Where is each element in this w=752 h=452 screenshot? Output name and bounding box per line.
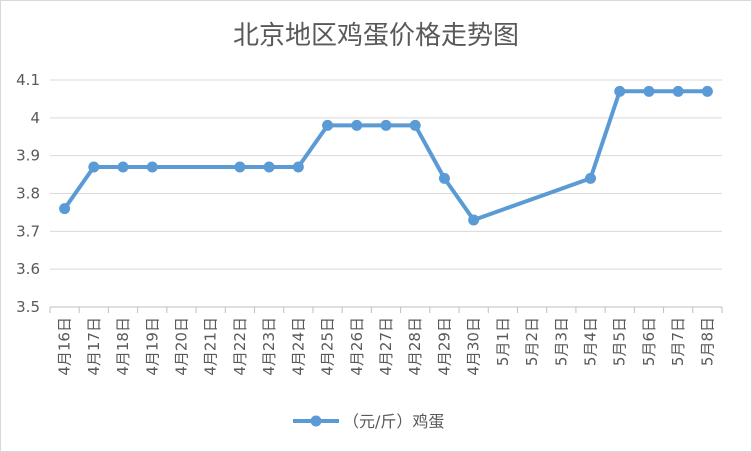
x-axis: 4月16日 4月17日 4月18日 4月19日 4月20日 4月21日 4月22日 4月23日… — [49, 306, 723, 376]
x-tick-label: 4月16日 — [56, 317, 74, 376]
y-tick-label: 3.8 — [16, 185, 40, 203]
y-tick-label: 4.1 — [16, 71, 40, 89]
data-point — [292, 161, 304, 173]
x-tick-label: 4月23日 — [260, 317, 278, 376]
x-tick-label: 5月3日 — [552, 317, 570, 366]
legend-label: （元/斤）鸡蛋 — [343, 412, 444, 431]
data-point — [438, 172, 450, 184]
data-point — [117, 161, 129, 173]
data-point — [146, 161, 158, 173]
gridlines — [50, 79, 722, 308]
x-tick-label: 4月27日 — [377, 317, 395, 376]
x-tick-label: 4月22日 — [231, 317, 249, 376]
x-tick-label: 4月28日 — [406, 317, 424, 376]
data-point — [59, 203, 71, 215]
data-point — [672, 85, 684, 97]
data-point — [322, 119, 334, 131]
data-point — [88, 161, 100, 173]
series-layer — [59, 85, 713, 226]
legend: （元/斤）鸡蛋 — [293, 412, 444, 431]
legend-marker — [310, 415, 322, 427]
x-tick-label: 4月19日 — [143, 317, 161, 376]
x-tick-label: 4月17日 — [85, 317, 103, 376]
data-point — [263, 161, 275, 173]
y-tick-label: 3.5 — [16, 298, 40, 316]
y-tick-label: 4 — [30, 109, 40, 127]
x-tick-label: 4月26日 — [348, 317, 366, 376]
x-tick-label: 5月5日 — [611, 317, 629, 366]
data-point — [409, 119, 421, 131]
data-point — [380, 119, 392, 131]
data-point — [351, 119, 363, 131]
x-tick-label: 5月6日 — [640, 317, 658, 366]
y-tick-label: 3.7 — [16, 222, 40, 240]
x-tick-label: 4月30日 — [465, 317, 483, 376]
y-tick-label: 3.9 — [16, 147, 40, 165]
chart-title: 北京地区鸡蛋价格走势图 — [233, 21, 519, 51]
x-tick-label: 4月25日 — [319, 317, 337, 376]
y-axis-ticks: 3.5 3.6 3.7 3.8 3.9 4 4.1 — [16, 71, 40, 316]
x-tick-label: 5月4日 — [582, 317, 600, 366]
x-tick-label: 5月8日 — [698, 317, 716, 366]
x-tick-label: 4月21日 — [202, 317, 220, 376]
x-tick-label: 5月1日 — [494, 317, 512, 366]
data-point — [643, 85, 655, 97]
y-tick-label: 3.6 — [16, 260, 40, 278]
data-point — [468, 214, 480, 226]
x-tick-label: 4月20日 — [172, 317, 190, 376]
data-point — [614, 85, 626, 97]
x-tick-label: 4月29日 — [435, 317, 453, 376]
x-tick-label: 4月24日 — [289, 317, 307, 376]
x-tick-label: 4月18日 — [114, 317, 132, 376]
data-point — [585, 172, 597, 184]
x-tick-label: 5月2日 — [523, 317, 541, 366]
data-point — [234, 161, 246, 173]
x-tick-label: 5月7日 — [669, 317, 687, 366]
data-point — [701, 85, 713, 97]
